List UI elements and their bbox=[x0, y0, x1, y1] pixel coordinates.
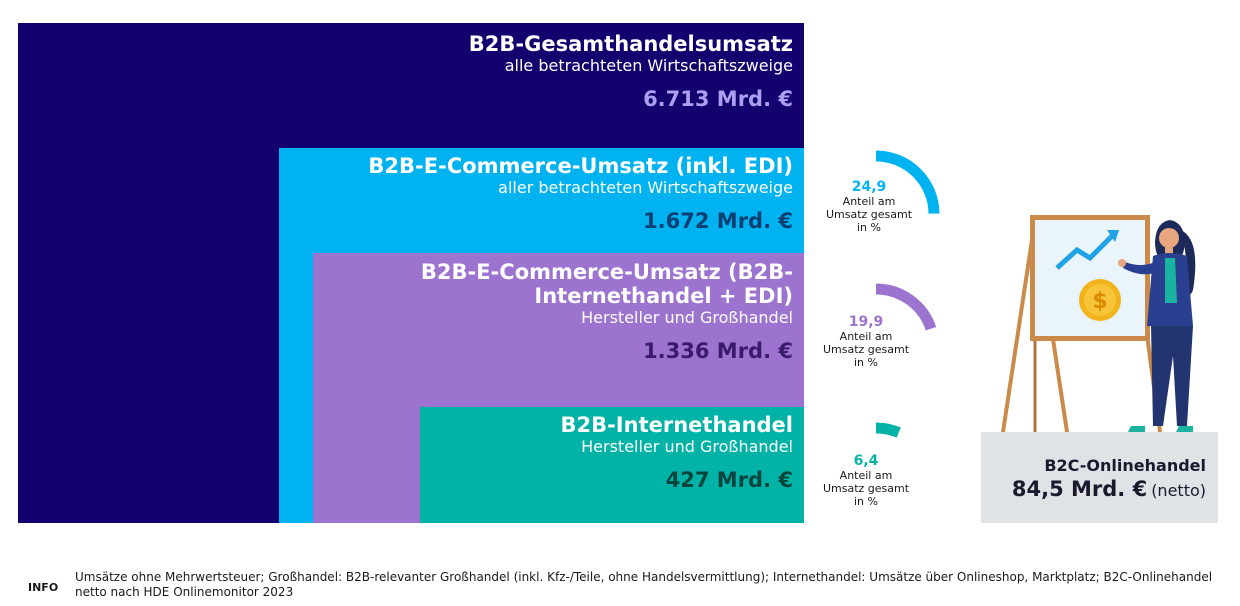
block-b2b-ecommerce-internet-edi-text: B2B-E-Commerce-Umsatz (B2B- Internethand… bbox=[421, 260, 793, 363]
share-value: 24,9 bbox=[851, 179, 887, 195]
block-title: B2B-E-Commerce-Umsatz (inkl. EDI) bbox=[368, 154, 793, 178]
share-ring-internethandel bbox=[875, 422, 901, 438]
block-subtitle: Hersteller und Großhandel bbox=[581, 437, 793, 456]
presenter-with-flipchart-icon: $ bbox=[1001, 215, 1196, 434]
b2c-title: B2C-Onlinehandel bbox=[1044, 456, 1206, 475]
block-b2b-ecommerce-edi-text: B2B-E-Commerce-Umsatz (inkl. EDI) aller … bbox=[368, 154, 793, 233]
b2c-onlinehandel-box: B2C-Onlinehandel 84,5 Mrd. € (netto) bbox=[981, 432, 1218, 523]
share-ring-internet-edi bbox=[875, 283, 937, 331]
share-caption-3: in % bbox=[854, 495, 878, 508]
b2c-value-line: 84,5 Mrd. € (netto) bbox=[1012, 477, 1206, 501]
block-subtitle: Hersteller und Großhandel bbox=[581, 308, 793, 327]
block-title: B2B-Internethandel bbox=[560, 413, 793, 437]
block-title: B2B-Gesamthandelsumsatz bbox=[468, 32, 793, 56]
share-caption-2: Umsatz gesamt bbox=[822, 343, 910, 356]
block-value: 1.672 Mrd. € bbox=[643, 209, 793, 233]
block-title-line-2: Internethandel + EDI) bbox=[534, 284, 793, 308]
share-ring-ecommerce bbox=[875, 150, 940, 214]
b2c-value: 84,5 Mrd. € bbox=[1011, 477, 1148, 501]
share-caption-1: Anteil am bbox=[842, 195, 896, 208]
share-caption-3: in % bbox=[857, 221, 881, 234]
share-arc bbox=[875, 283, 937, 331]
share-caption-3: in % bbox=[854, 356, 878, 369]
block-value: 1.336 Mrd. € bbox=[643, 339, 793, 363]
share-value: 19,9 bbox=[848, 314, 884, 330]
block-subtitle: alle betrachteten Wirtschaftszweige bbox=[504, 56, 793, 75]
share-label-ecommerce: 24,9 Anteil am Umsatz gesamt in % bbox=[814, 179, 924, 234]
share-value: 6,4 bbox=[853, 453, 879, 469]
coin-dollar-symbol: $ bbox=[1092, 289, 1107, 314]
share-arc bbox=[875, 422, 901, 438]
block-value: 427 Mrd. € bbox=[665, 468, 793, 492]
block-title-line-1: B2B-E-Commerce-Umsatz (B2B- bbox=[420, 260, 793, 284]
share-label-internet-edi: 19,9 Anteil am Umsatz gesamt in % bbox=[811, 314, 921, 369]
share-caption-1: Anteil am bbox=[839, 469, 893, 482]
block-subtitle: aller betrachteten Wirtschaftszweige bbox=[498, 178, 793, 197]
share-caption-2: Umsatz gesamt bbox=[825, 208, 913, 221]
info-text: Umsätze ohne Mehrwertsteuer; Großhandel:… bbox=[75, 570, 1213, 599]
block-value: 6.713 Mrd. € bbox=[643, 87, 793, 111]
b2c-unit: (netto) bbox=[1151, 481, 1206, 500]
block-b2b-internethandel-text: B2B-Internethandel Hersteller und Großha… bbox=[560, 413, 793, 492]
share-caption-1: Anteil am bbox=[839, 330, 893, 343]
share-caption-2: Umsatz gesamt bbox=[822, 482, 910, 495]
share-label-internethandel: 6,4 Anteil am Umsatz gesamt in % bbox=[811, 453, 921, 508]
block-b2b-gesamthandel-text: B2B-Gesamthandelsumsatz alle betrachtete… bbox=[469, 32, 793, 111]
info-tag: INFO bbox=[28, 581, 59, 594]
block-b2b-internethandel: B2B-Internethandel Hersteller und Großha… bbox=[420, 407, 804, 523]
share-arc bbox=[875, 150, 940, 214]
